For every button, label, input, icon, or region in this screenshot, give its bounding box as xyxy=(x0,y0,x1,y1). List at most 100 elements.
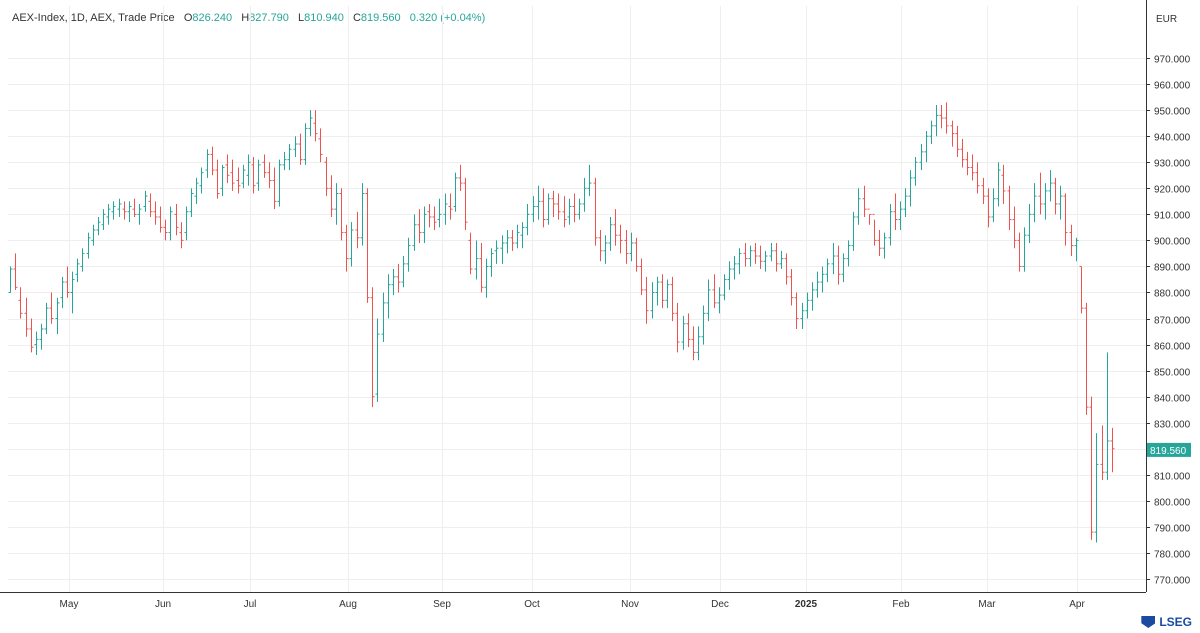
ohlc-bar xyxy=(1007,185,1012,230)
ohlc-bar xyxy=(101,209,106,230)
ohlc-bar xyxy=(246,154,251,186)
ohlc-bar xyxy=(91,224,96,246)
ohlc-bar xyxy=(1079,265,1084,314)
ohlc-bar xyxy=(919,144,924,171)
ohlc-bar xyxy=(468,232,473,275)
ohlc-bar xyxy=(525,203,530,236)
ohlc-bar xyxy=(1074,237,1079,262)
x-tick-label: Jul xyxy=(244,599,257,610)
ohlc-bar xyxy=(1027,203,1032,244)
ohlc-bar xyxy=(106,203,111,225)
ohlc-bar xyxy=(541,188,546,228)
ohlc-bar xyxy=(365,188,370,303)
ohlc-bar xyxy=(117,198,122,217)
ohlc-bar xyxy=(96,216,101,236)
ohlc-bar xyxy=(639,258,644,296)
y-tick-label: 960.000 xyxy=(1154,81,1191,92)
ohlc-bar xyxy=(179,222,184,249)
ohlc-bar xyxy=(950,120,955,147)
ohlc-bar xyxy=(184,206,189,241)
ohlc-bar xyxy=(598,229,603,262)
y-tick-label: 800.000 xyxy=(1154,498,1191,509)
ohlc-bar xyxy=(375,318,380,402)
ohlc-bar xyxy=(924,131,929,163)
ohlc-bar xyxy=(856,188,861,225)
x-tick-label: Sep xyxy=(433,599,451,610)
lseg-mark-icon xyxy=(1141,616,1156,628)
ohlc-bar xyxy=(1017,232,1022,272)
ohlc-bar xyxy=(701,305,706,345)
ohlc-bar xyxy=(453,172,458,212)
ohlc-bar xyxy=(163,219,168,241)
ohlc-bar xyxy=(65,266,70,298)
ohlc-bar xyxy=(251,157,256,194)
ohlc-bar xyxy=(893,193,898,230)
ohlc-bar xyxy=(174,203,179,236)
ohlc-bar xyxy=(960,138,965,168)
ohlc-bar xyxy=(805,292,810,319)
y-tick-label: 900.000 xyxy=(1154,237,1191,248)
x-tick-label: 2025 xyxy=(795,599,818,610)
ohlc-bar xyxy=(991,188,996,223)
ohlc-bar xyxy=(80,248,85,272)
ohlc-bar xyxy=(1069,224,1074,257)
ohlc-bar xyxy=(1032,183,1037,223)
y-tick-label: 880.000 xyxy=(1154,289,1191,300)
ohlc-bar xyxy=(355,211,360,249)
ohlc-bar xyxy=(39,323,44,350)
ohlc-bar xyxy=(437,198,442,228)
y-tick-label: 850.000 xyxy=(1154,368,1191,379)
ohlc-bar xyxy=(753,243,758,264)
ohlc-bar xyxy=(49,292,54,324)
ohlc-bar xyxy=(862,185,867,217)
ohlc-bar xyxy=(153,201,158,225)
ohlc-bar xyxy=(298,133,303,165)
ohlc-bar xyxy=(1094,433,1099,543)
ohlc-bar xyxy=(665,279,670,309)
y-tick-label: 870.000 xyxy=(1154,316,1191,327)
ohlc-bar xyxy=(308,110,313,137)
ohlc-bar xyxy=(18,287,23,319)
ohlc-bar xyxy=(779,250,784,270)
ohlc-bar xyxy=(737,248,742,275)
ohlc-bar xyxy=(401,256,406,288)
ohlc-bar xyxy=(815,271,820,298)
ohlc-bar xyxy=(406,237,411,272)
ohlc-bar xyxy=(851,211,856,251)
ohlc-bar xyxy=(727,261,732,290)
ohlc-bar xyxy=(722,274,727,301)
ohlc-bar xyxy=(681,315,686,350)
ohlc-bar xyxy=(1058,185,1063,220)
ohlc-bar xyxy=(1084,302,1089,415)
ohlc-bar xyxy=(556,193,561,220)
ohlc-bar xyxy=(158,206,163,233)
ohlc-bar xyxy=(417,209,422,244)
ohlc-bar xyxy=(220,164,225,197)
ohlc-bar xyxy=(148,193,153,217)
ohlc-bar xyxy=(1110,427,1115,473)
ohlc-bar xyxy=(825,258,830,283)
x-tick-label: Aug xyxy=(339,599,357,610)
ohlc-bar xyxy=(836,245,841,285)
ohlc-bar xyxy=(427,203,432,228)
y-tick-label: 910.000 xyxy=(1154,211,1191,222)
ohlc-bar xyxy=(34,331,39,355)
ohlc-bar xyxy=(277,159,282,207)
x-tick-label: Oct xyxy=(524,599,540,610)
ohlc-bar xyxy=(132,198,137,217)
ohlc-bar xyxy=(732,256,737,280)
ohlc-bar xyxy=(391,269,396,296)
ohlc-bar xyxy=(944,102,949,134)
x-tick-label: May xyxy=(60,599,79,610)
ohlc-bar xyxy=(981,177,986,204)
ohlc-bar xyxy=(396,263,401,293)
ohlc-bar xyxy=(344,224,349,272)
ohlc-bar xyxy=(13,253,18,290)
ohlc-bar xyxy=(939,104,944,129)
ohlc-bar xyxy=(877,229,882,257)
ohlc-bar xyxy=(339,188,344,241)
ohlc-bar xyxy=(882,232,887,259)
ohlc-bar xyxy=(484,258,489,298)
y-tick-label: 860.000 xyxy=(1154,342,1191,353)
